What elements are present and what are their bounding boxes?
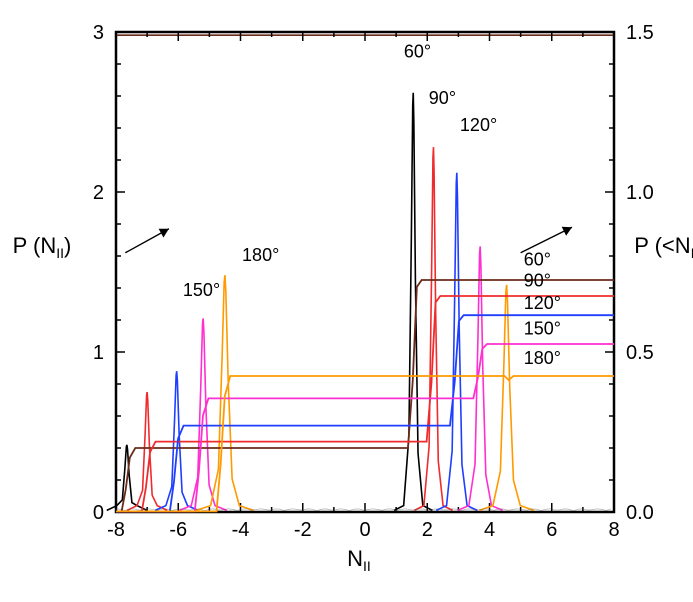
peak-label-150: 150° — [183, 280, 220, 300]
x-tick-label: -8 — [107, 519, 125, 541]
x-tick-label: 8 — [608, 519, 619, 541]
yleft-tick-label: 2 — [93, 182, 104, 204]
cdf-label-90: 90° — [524, 270, 551, 290]
cdf-label-150: 150° — [524, 318, 561, 338]
cdf-label-60: 60° — [524, 250, 551, 270]
yright-tick-label: 1.0 — [626, 182, 654, 204]
x-tick-label: -6 — [169, 519, 187, 541]
yright-tick-label: 1.5 — [626, 22, 654, 44]
yleft-tick-label: 1 — [93, 342, 104, 364]
cdf-label-180: 180° — [524, 348, 561, 368]
yright-tick-label: 0.5 — [626, 342, 654, 364]
yright-tick-label: 0.0 — [626, 502, 654, 524]
cdf-label-120: 120° — [524, 293, 561, 313]
x-tick-label: -4 — [232, 519, 250, 541]
x-tick-label: 2 — [422, 519, 433, 541]
peak-label-60: 60° — [404, 42, 431, 62]
peak-label-180: 180° — [242, 245, 279, 265]
yleft-tick-label: 0 — [93, 502, 104, 524]
chart-container: -8-6-4-20246801230.00.51.01.5NIIP (NII)P… — [0, 0, 693, 602]
peak-label-120: 120° — [460, 115, 497, 135]
chart-svg: -8-6-4-20246801230.00.51.01.5NIIP (NII)P… — [0, 0, 693, 602]
yleft-tick-label: 3 — [93, 22, 104, 44]
yright-axis-label: P (<NII) — [634, 233, 693, 261]
x-tick-label: 4 — [484, 519, 495, 541]
x-tick-label: 0 — [359, 519, 370, 541]
x-tick-label: 6 — [546, 519, 557, 541]
x-tick-label: -2 — [294, 519, 312, 541]
peak-label-90: 90° — [429, 88, 456, 108]
